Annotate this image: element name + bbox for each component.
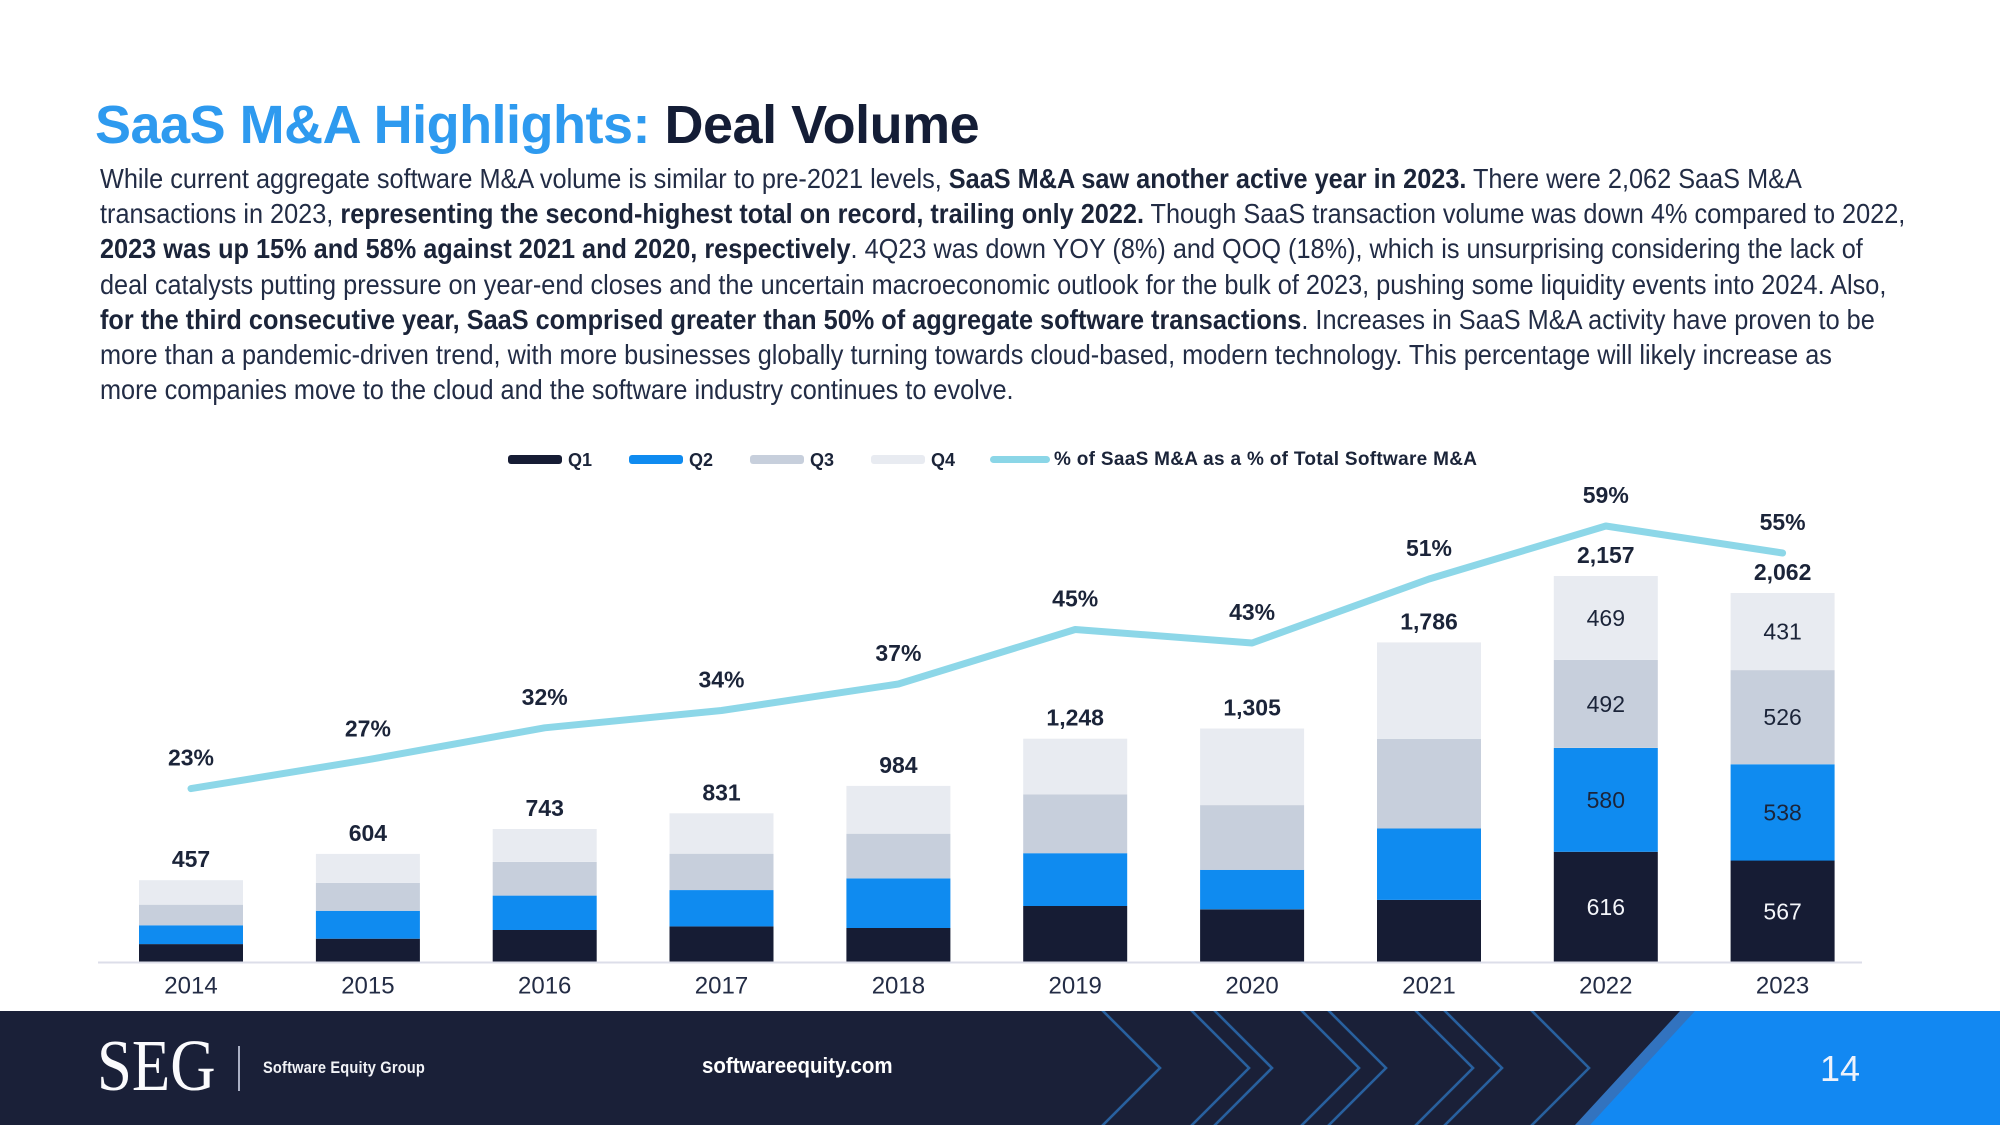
svg-text:469: 469 [1587, 605, 1625, 631]
svg-text:526: 526 [1763, 704, 1801, 730]
svg-text:2016: 2016 [518, 973, 571, 1000]
svg-text:2020: 2020 [1225, 973, 1278, 1000]
svg-text:34%: 34% [698, 667, 744, 693]
svg-text:2015: 2015 [341, 973, 394, 1000]
svg-text:32%: 32% [522, 684, 568, 710]
svg-text:43%: 43% [1229, 599, 1275, 625]
svg-text:831: 831 [702, 779, 741, 805]
svg-text:2014: 2014 [164, 973, 217, 1000]
svg-text:2019: 2019 [1049, 973, 1102, 1000]
svg-text:55%: 55% [1760, 509, 1806, 535]
svg-text:2022: 2022 [1579, 973, 1632, 1000]
svg-text:616: 616 [1587, 894, 1625, 920]
svg-text:492: 492 [1587, 691, 1625, 717]
svg-text:580: 580 [1587, 787, 1625, 813]
svg-text:538: 538 [1763, 799, 1801, 825]
svg-text:2023: 2023 [1756, 973, 1809, 1000]
svg-text:431: 431 [1763, 619, 1801, 645]
svg-text:2,157: 2,157 [1577, 542, 1635, 568]
svg-text:2021: 2021 [1402, 973, 1455, 1000]
svg-text:1,248: 1,248 [1046, 705, 1104, 731]
svg-text:457: 457 [172, 846, 210, 872]
svg-text:2018: 2018 [872, 973, 925, 1000]
svg-text:23%: 23% [168, 745, 214, 771]
svg-text:984: 984 [879, 752, 918, 778]
svg-text:27%: 27% [345, 716, 391, 742]
svg-text:743: 743 [526, 795, 564, 821]
svg-text:45%: 45% [1052, 586, 1098, 612]
svg-text:2,062: 2,062 [1754, 559, 1812, 585]
svg-text:1,786: 1,786 [1400, 608, 1458, 634]
svg-text:51%: 51% [1406, 535, 1452, 561]
svg-text:59%: 59% [1583, 482, 1629, 508]
svg-text:567: 567 [1763, 898, 1801, 924]
svg-text:37%: 37% [875, 640, 921, 666]
svg-text:604: 604 [349, 820, 388, 846]
svg-text:1,305: 1,305 [1223, 695, 1281, 721]
svg-text:2017: 2017 [695, 973, 748, 1000]
